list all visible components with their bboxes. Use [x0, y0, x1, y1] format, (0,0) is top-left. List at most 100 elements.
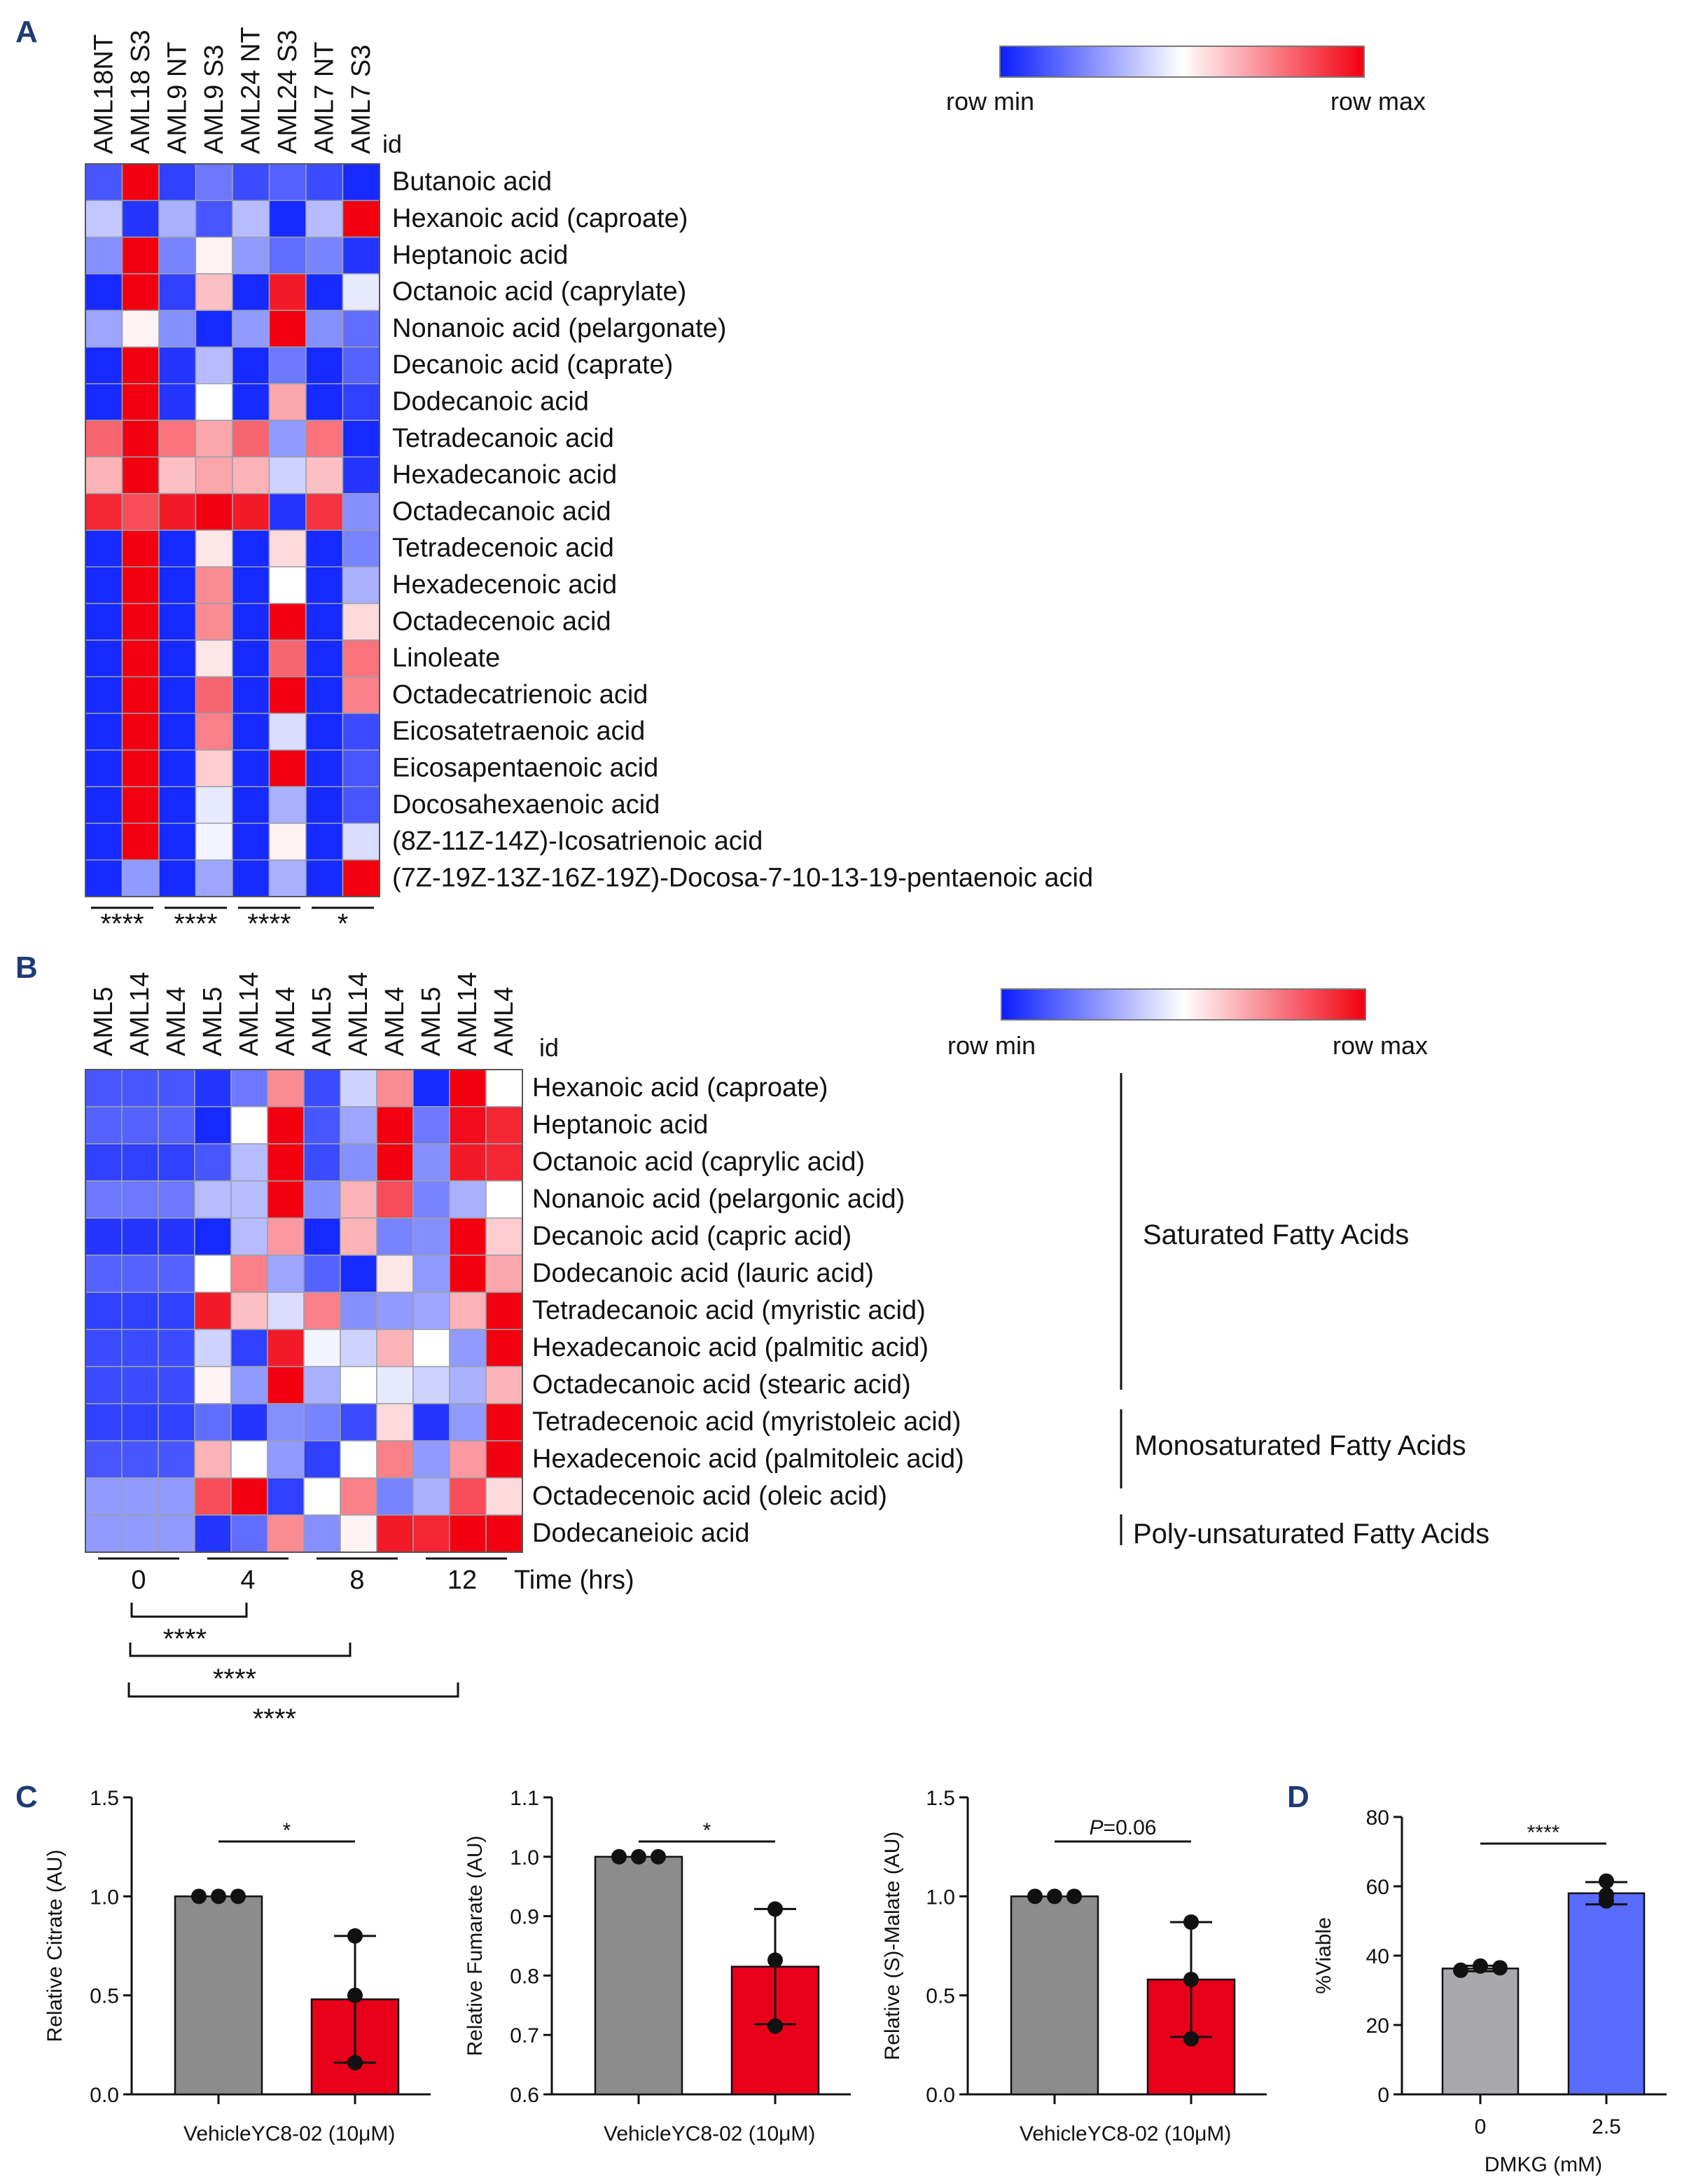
heatmap-b-cell: [85, 1514, 123, 1553]
sig-0-vs-8: ****: [213, 1664, 256, 1694]
sig-0-vs-4: ****: [163, 1624, 207, 1654]
heatmap-a-cell: [305, 236, 344, 275]
heatmap-b-column-label: AML4: [380, 987, 410, 1056]
heatmap-a-cell: [121, 420, 160, 458]
sig-0-vs-12: ****: [253, 1703, 296, 1734]
heatmap-a-cell: [158, 456, 197, 495]
bar-chart-citrate: 0.0 0.5 1.0 1.5 Relative Citrate (AU) * Vehicl…: [43, 1787, 431, 2145]
heatmap-a-cell: [121, 602, 160, 641]
legend-a-max-label: row max: [1330, 87, 1426, 116]
y-tick-label: 0.8: [510, 1965, 539, 1988]
heatmap-b-cell: [194, 1069, 232, 1107]
heatmap-a-column-label: AML18NT: [89, 34, 118, 154]
heatmap-a-cell: [158, 786, 197, 824]
bar-0: [594, 1855, 683, 2096]
heatmap-b-cell: [230, 1143, 268, 1182]
heatmap-a-row-label: Eicosapentaenoic acid: [392, 753, 658, 782]
heatmap-a-cell: [268, 492, 307, 531]
heatmap-a-cell: [232, 200, 270, 238]
heatmap-b-cell: [376, 1255, 414, 1293]
heatmap-a-cell: [342, 676, 380, 714]
heatmap-a-row-label: (7Z-19Z-13Z-16Z-19Z)-Docosa-7-10-13-19-p…: [392, 863, 1093, 892]
heatmap-a-cell: [268, 346, 307, 385]
heatmap-b-cell: [412, 1329, 450, 1367]
data-point: [347, 1928, 363, 1944]
heatmap-b-cell: [485, 1255, 523, 1293]
heatmap-a-row-label: Heptanoic acid: [392, 240, 568, 270]
heatmap-b-row-label: Heptanoic acid: [532, 1110, 708, 1140]
heatmap-a-cell: [121, 749, 160, 787]
bracket-0-vs-12: [127, 1682, 459, 1698]
heatmap-b-cell: [158, 1477, 195, 1516]
heatmap-b-cell: [158, 1069, 195, 1107]
y-tick-label: 60: [1366, 1876, 1389, 1899]
heatmap-b-row-label: Octadecanoic acid (stearic acid): [532, 1370, 911, 1399]
heatmap-a-cell: [85, 273, 123, 311]
heatmap-b-cell: [412, 1180, 450, 1219]
heatmap-a-cell: [121, 822, 160, 861]
heatmap-b-cell: [449, 1514, 487, 1553]
heatmap-b-column-label: AML14: [125, 972, 155, 1056]
heatmap-a-cell: [158, 712, 197, 751]
heatmap-a-cell: [268, 236, 307, 275]
heatmap-b-row-label: Nonanoic acid (pelargonic acid): [532, 1184, 905, 1214]
heatmap-b-cell: [121, 1255, 159, 1293]
heatmap-a-cell: [121, 383, 160, 421]
heatmap-a-cell: [121, 492, 160, 531]
heatmap-a-cell: [195, 456, 233, 495]
heatmap-a-cell: [268, 602, 307, 641]
heatmap-a-cell: [85, 456, 123, 495]
heatmap-a-cell: [195, 566, 233, 604]
heatmap-b-cell: [230, 1217, 268, 1256]
heatmap-a-cell: [232, 383, 270, 421]
bar-0: [174, 1895, 263, 2096]
heatmap-a-cell: [85, 236, 123, 275]
heatmap-a-cell: [158, 273, 197, 311]
heatmap-b-column-label: AML4: [162, 987, 191, 1056]
heatmap-b-column-label: AML5: [198, 987, 228, 1056]
heatmap-b-cell: [485, 1292, 523, 1330]
data-point: [1027, 1888, 1043, 1905]
heatmap-a-cell: [85, 822, 123, 861]
heatmap-b-cell: [485, 1180, 523, 1219]
heatmap-a-cell: [85, 346, 123, 385]
heatmap-a-cell: [158, 822, 197, 861]
heatmap-b-cell: [85, 1217, 123, 1256]
y-tick-label: 0.9: [510, 1906, 539, 1929]
data-point: [611, 1848, 627, 1865]
heatmap-b-cell: [485, 1514, 523, 1553]
heatmap-a-row-label: Hexanoic acid (caproate): [392, 204, 688, 233]
heatmap-b-cell: [449, 1366, 487, 1404]
time-tick-12: 12: [447, 1566, 477, 1595]
heatmap-a-cell: [342, 602, 380, 641]
heatmap-b-cell: [376, 1180, 414, 1219]
heatmap-a-cell: [121, 640, 160, 677]
heatmap-b-cell: [121, 1180, 159, 1219]
heatmap-b-cell: [449, 1329, 487, 1367]
heatmap-a-cell: [158, 346, 197, 385]
y-tick-label: 0.5: [926, 1985, 955, 2008]
heatmap-b-significance: [127, 1603, 459, 1698]
heatmap-a-cell: [268, 676, 307, 714]
legend-b-max-label: row max: [1333, 1031, 1428, 1060]
heatmap-b-cell: [158, 1366, 195, 1404]
heatmap-a-row-label: Docosahexaenoic acid: [392, 790, 660, 820]
heatmap-a-cell: [305, 456, 344, 495]
heatmap-b-cell: [121, 1403, 159, 1442]
heatmap-b-cell: [449, 1143, 487, 1182]
heatmap-b-cell: [121, 1366, 159, 1404]
heatmap-a-cell: [121, 236, 160, 275]
heatmap-a-cell: [121, 712, 160, 751]
heatmap-a-cell: [195, 200, 233, 238]
heatmap-b-cell: [158, 1106, 195, 1145]
bracket-0-vs-4: [130, 1603, 248, 1618]
heatmap-b-column-label: AML4: [271, 987, 300, 1056]
heatmap-b-cell: [303, 1440, 341, 1479]
heatmap-a-row-label: Hexadecanoic acid: [392, 460, 617, 490]
heatmap-a-cell: [158, 640, 197, 677]
heatmap-b-cell: [412, 1477, 450, 1516]
heatmap-b-cell: [121, 1069, 159, 1107]
heatmap-a-column-labels: AML18NT AML18 S3 AML9 NT AML9 S3 AML24 NT AML…: [89, 27, 376, 154]
significance-label: *: [283, 1819, 291, 1842]
heatmap-a-cell: [232, 456, 270, 495]
